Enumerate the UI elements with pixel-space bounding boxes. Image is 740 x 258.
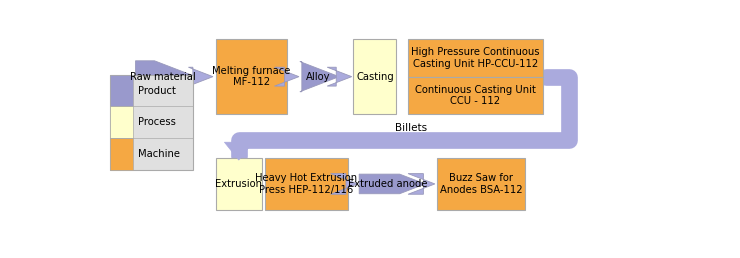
PathPatch shape: [327, 67, 351, 86]
Text: High Pressure Continuous
Casting Unit HP-CCU-112: High Pressure Continuous Casting Unit HP…: [411, 47, 539, 69]
Text: Casting: Casting: [356, 72, 394, 82]
PathPatch shape: [331, 174, 357, 194]
FancyBboxPatch shape: [110, 107, 132, 138]
PathPatch shape: [275, 67, 299, 86]
Text: Billets: Billets: [394, 123, 427, 133]
FancyBboxPatch shape: [110, 75, 132, 107]
Text: Buzz Saw for
Anodes BSA-112: Buzz Saw for Anodes BSA-112: [440, 173, 522, 195]
FancyBboxPatch shape: [408, 77, 542, 114]
FancyBboxPatch shape: [437, 158, 525, 210]
Text: Extrusion: Extrusion: [215, 179, 262, 189]
PathPatch shape: [359, 174, 425, 194]
Text: Extruded anode: Extruded anode: [349, 179, 428, 189]
FancyBboxPatch shape: [408, 39, 542, 77]
Text: Raw material: Raw material: [130, 72, 195, 82]
FancyBboxPatch shape: [265, 158, 348, 210]
FancyBboxPatch shape: [354, 39, 397, 114]
PathPatch shape: [300, 62, 339, 92]
PathPatch shape: [189, 67, 213, 86]
FancyBboxPatch shape: [216, 39, 287, 114]
PathPatch shape: [224, 142, 253, 160]
Text: Heavy Hot Extrusion
Press HEP-112/116: Heavy Hot Extrusion Press HEP-112/116: [255, 173, 357, 195]
FancyBboxPatch shape: [216, 158, 262, 210]
Text: Melting furnace
MF-112: Melting furnace MF-112: [212, 66, 291, 87]
PathPatch shape: [135, 61, 195, 93]
FancyBboxPatch shape: [110, 75, 193, 170]
Text: Alloy: Alloy: [306, 72, 331, 82]
Text: Continuous Casting Unit
CCU - 112: Continuous Casting Unit CCU - 112: [415, 85, 536, 106]
FancyBboxPatch shape: [110, 138, 132, 170]
Text: Process: Process: [138, 117, 176, 127]
Text: Machine: Machine: [138, 149, 181, 159]
Text: Product: Product: [138, 86, 176, 95]
PathPatch shape: [408, 174, 435, 194]
